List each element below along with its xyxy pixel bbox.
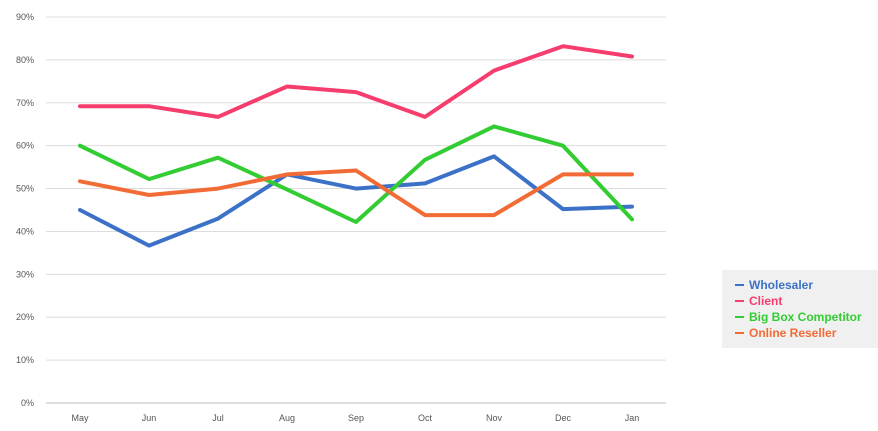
series-line-client	[78, 44, 634, 119]
x-tick-label: Sep	[348, 413, 364, 423]
series-line-wholesaler	[78, 154, 634, 248]
x-tick-label: Dec	[555, 413, 572, 423]
y-tick-label: 50%	[16, 184, 34, 194]
legend-swatch	[735, 300, 744, 302]
x-tick-label: Nov	[486, 413, 503, 423]
legend-label: Big Box Competitor	[749, 310, 862, 324]
y-tick-label: 0%	[21, 398, 34, 408]
x-tick-label: May	[71, 413, 89, 423]
legend-item-big-box-competitor: Big Box Competitor	[735, 309, 878, 325]
y-axis: 0% 10% 20% 30% 40% 50% 60% 70% 80% 90%	[16, 12, 34, 408]
y-tick-label: 70%	[16, 98, 34, 108]
x-tick-label: Jan	[625, 413, 640, 423]
legend-item-wholesaler: Wholesaler	[735, 277, 878, 293]
series-line-big-box-competitor	[78, 124, 634, 224]
series-lines	[78, 44, 634, 248]
y-tick-label: 80%	[16, 55, 34, 65]
x-tick-label: Oct	[418, 413, 433, 423]
legend-label: Wholesaler	[749, 278, 814, 292]
legend: Wholesaler Client Big Box Competitor Onl…	[722, 270, 878, 348]
y-tick-label: 40%	[16, 226, 34, 236]
y-tick-label: 90%	[16, 12, 34, 22]
series-line-online-reseller	[78, 168, 634, 218]
legend-item-online-reseller: Online Reseller	[735, 325, 878, 341]
x-tick-label: Jul	[212, 413, 224, 423]
y-tick-label: 30%	[16, 269, 34, 279]
y-tick-label: 10%	[16, 355, 34, 365]
y-tick-label: 20%	[16, 312, 34, 322]
legend-label: Online Reseller	[749, 326, 837, 340]
x-tick-label: Aug	[279, 413, 295, 423]
legend-swatch	[735, 284, 744, 286]
legend-swatch	[735, 316, 744, 318]
y-tick-label: 60%	[16, 141, 34, 151]
x-axis: May Jun Jul Aug Sep Oct Nov Dec Jan	[71, 413, 639, 423]
legend-swatch	[735, 332, 744, 334]
x-tick-label: Jun	[142, 413, 157, 423]
legend-label: Client	[749, 294, 783, 308]
legend-item-client: Client	[735, 293, 878, 309]
